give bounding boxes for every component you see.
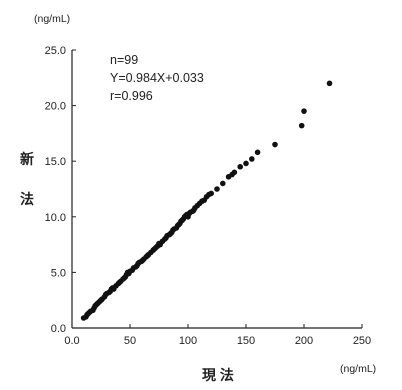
y-tick-label: 5.0 [51, 267, 66, 279]
annotation-n: n=99 [110, 53, 138, 67]
annotation-regression: Y=0.984X+0.033 [110, 71, 204, 85]
data-points [81, 81, 333, 321]
data-point [272, 142, 278, 148]
x-tick-label: 200 [295, 335, 313, 347]
x-tick-label: 0.0 [64, 335, 79, 347]
data-point [220, 181, 226, 187]
y-tick-label: 10.0 [45, 212, 66, 224]
annotation-r: r=0.996 [110, 89, 153, 103]
x-tick-label: 250 [353, 335, 371, 347]
data-point [237, 164, 243, 170]
y-axis-unit: (ng/mL) [34, 13, 70, 25]
data-point [327, 81, 333, 87]
y-tick-label: 20.0 [45, 101, 66, 113]
data-point [299, 123, 305, 129]
data-point [243, 161, 249, 167]
data-point [255, 150, 261, 156]
data-point [214, 186, 220, 192]
y-axis-title-char-2: 法 [20, 191, 34, 207]
x-tick-label: 50 [124, 335, 136, 347]
y-tick-label: 0.0 [51, 323, 66, 335]
x-tick-label: 150 [237, 335, 255, 347]
data-point [301, 108, 307, 114]
data-point [249, 156, 255, 162]
data-point [208, 191, 214, 197]
y-tick-label: 15.0 [45, 156, 66, 168]
x-axis-title: 現 法 [202, 367, 234, 383]
y-tick-label: 25.0 [45, 45, 66, 57]
x-tick-label: 100 [179, 335, 197, 347]
x-axis-unit: (ng/mL) [340, 363, 376, 375]
data-point [232, 170, 238, 176]
y-axis-title-char-1: 新 [20, 151, 34, 167]
